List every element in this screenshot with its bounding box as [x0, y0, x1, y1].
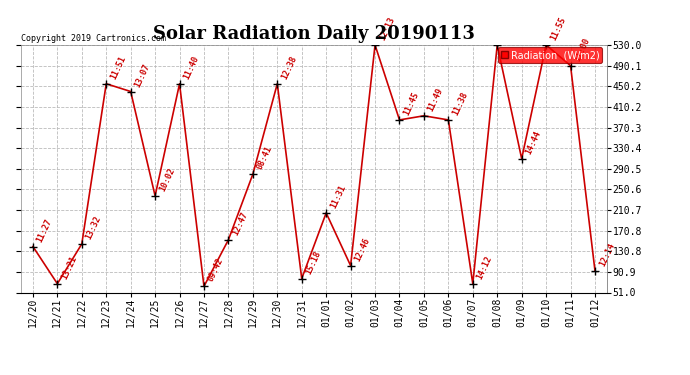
- Text: 10:02: 10:02: [157, 166, 176, 193]
- Text: 11:27: 11:27: [35, 217, 54, 243]
- Text: 11:45: 11:45: [402, 90, 421, 117]
- Text: 11:38: 11:38: [451, 90, 469, 117]
- Legend: Radiation  (W/m2): Radiation (W/m2): [498, 47, 602, 63]
- Text: 12:38: 12:38: [279, 54, 299, 81]
- Title: Solar Radiation Daily 20190113: Solar Radiation Daily 20190113: [153, 26, 475, 44]
- Text: 14:44: 14:44: [524, 129, 543, 156]
- Text: Copyright 2019 Cartronics.com: Copyright 2019 Cartronics.com: [21, 33, 166, 42]
- Text: 13:07: 13:07: [133, 62, 152, 88]
- Text: 13:21: 13:21: [60, 254, 79, 280]
- Text: 11:49: 11:49: [426, 86, 445, 113]
- Text: 12:46: 12:46: [353, 236, 372, 262]
- Text: 11:31: 11:31: [328, 183, 347, 210]
- Text: 08:41: 08:41: [255, 145, 274, 171]
- Text: 15:18: 15:18: [304, 249, 323, 276]
- Text: 09:42: 09:42: [206, 257, 225, 283]
- Text: 11:51: 11:51: [109, 54, 128, 81]
- Text: 11:00: 11:00: [573, 36, 592, 63]
- Text: 12:13: 12:13: [377, 15, 396, 42]
- Text: 11:55: 11:55: [549, 15, 567, 42]
- Text: 12:14: 12:14: [598, 241, 616, 268]
- Text: 12:47: 12:47: [231, 210, 250, 237]
- Text: 14:12: 14:12: [475, 254, 494, 280]
- Text: 11:40: 11:40: [182, 54, 201, 81]
- Text: 13:32: 13:32: [84, 214, 103, 241]
